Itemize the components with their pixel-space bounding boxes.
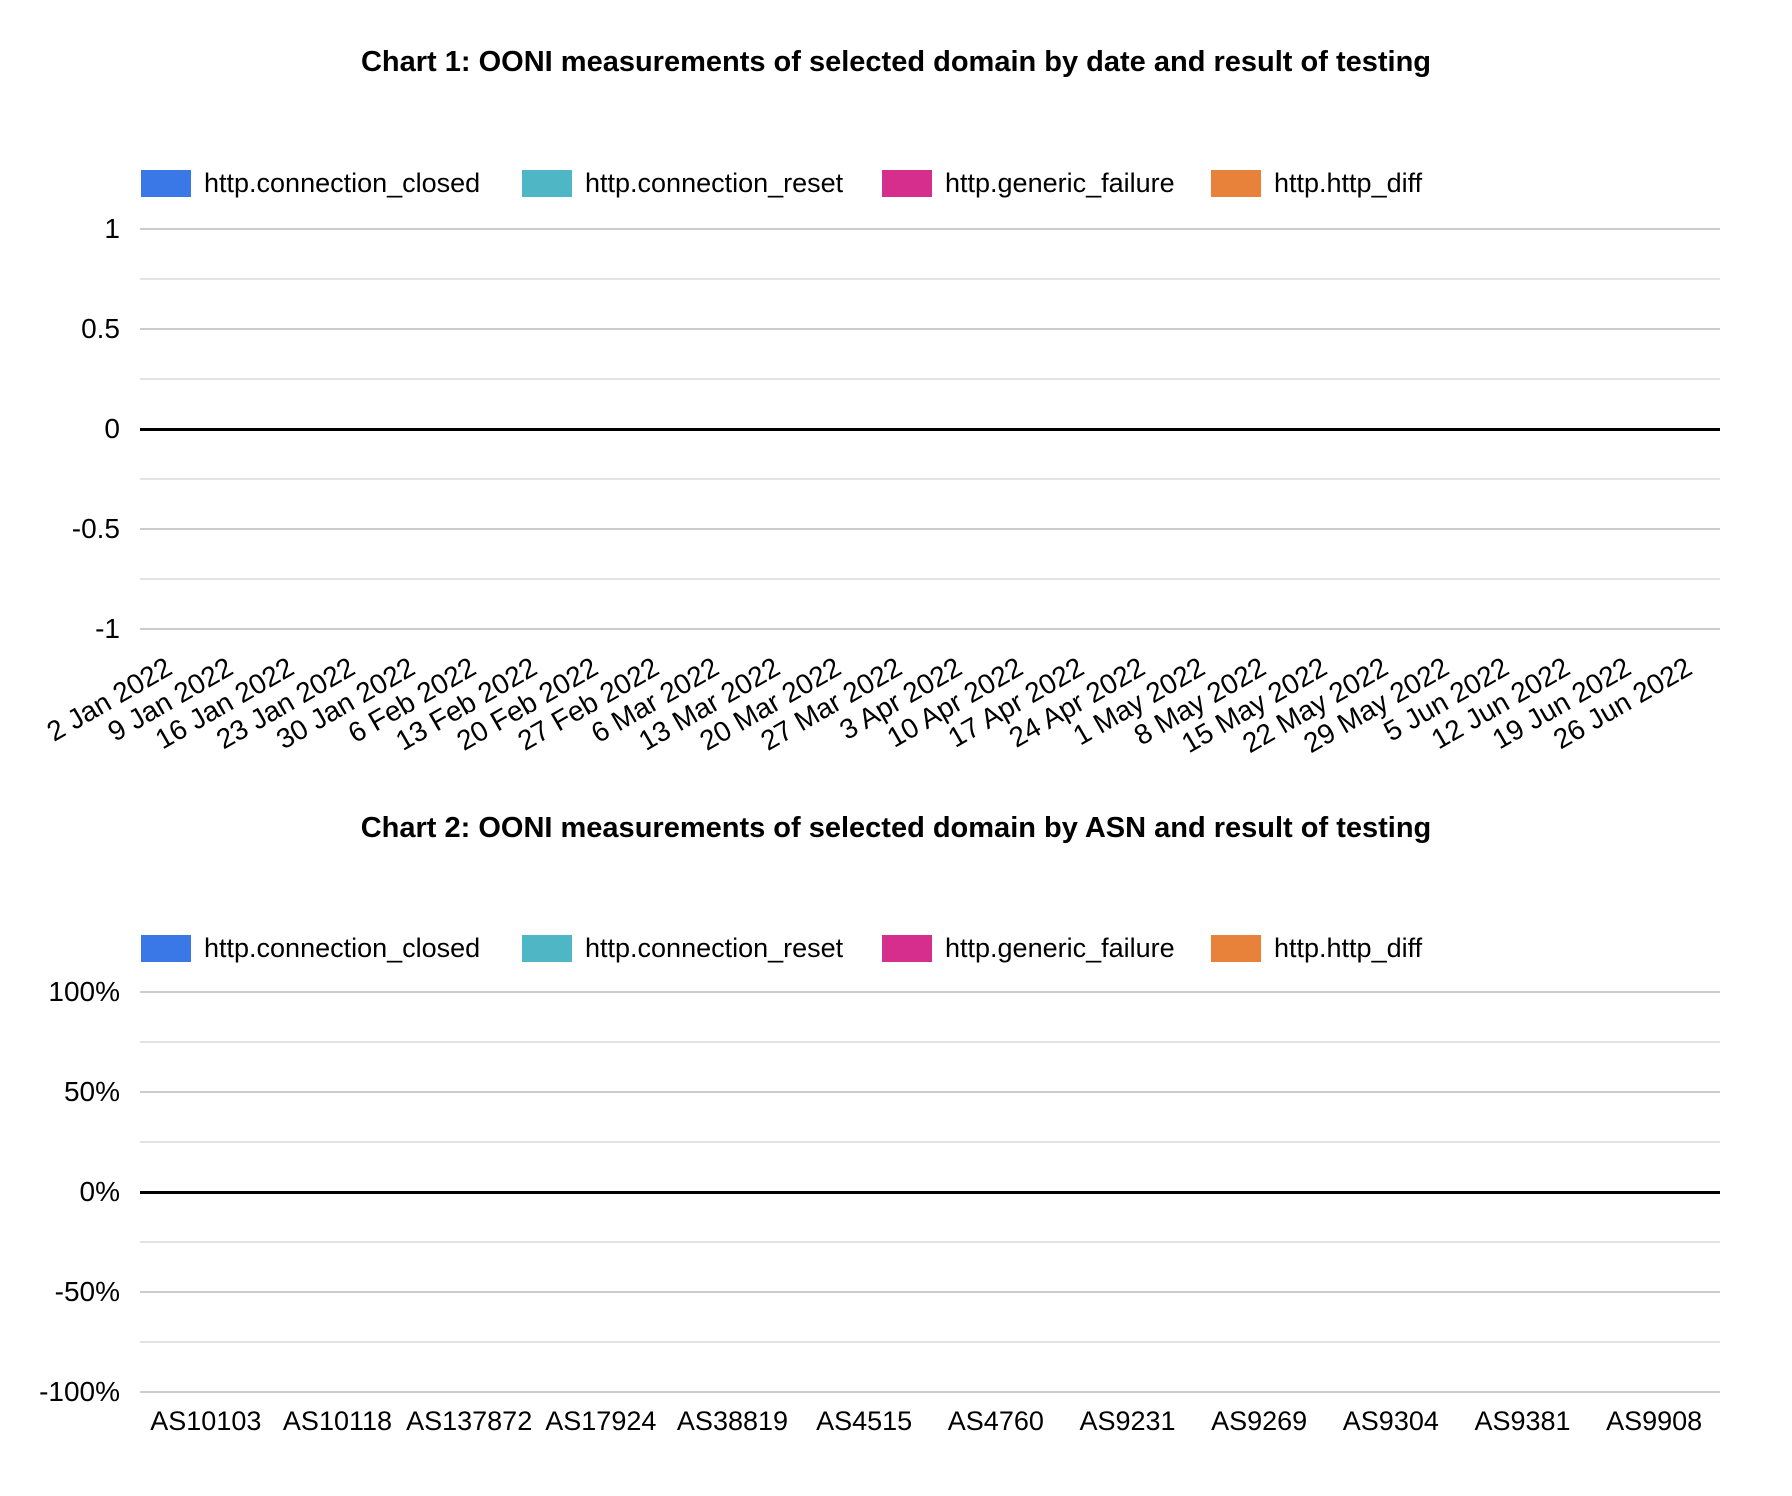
legend-item-http-generic-failure: http.generic_failure xyxy=(882,167,1175,198)
gridline-major xyxy=(140,1391,1720,1393)
x-axis-label: AS9304 xyxy=(1342,1406,1439,1436)
legend-label: http.connection_closed xyxy=(204,932,481,963)
legend-swatch xyxy=(141,934,191,962)
gridline-minor xyxy=(140,378,1720,380)
gridline-minor xyxy=(140,578,1720,580)
legend-swatch xyxy=(522,934,572,962)
x-axis-label: AS4515 xyxy=(816,1406,913,1436)
zero-axis-line xyxy=(140,427,1720,431)
y-axis-label: 0% xyxy=(79,1176,120,1207)
gridline-major xyxy=(140,328,1720,330)
chart-1-title: Chart 1: OONI measurements of selected d… xyxy=(360,46,1431,78)
legend-item-http-http-diff: http.http_diff xyxy=(1211,167,1423,198)
gridline-major xyxy=(140,528,1720,530)
x-axis-label: AS9269 xyxy=(1211,1406,1308,1436)
legend-item-http-http-diff: http.http_diff xyxy=(1211,932,1423,963)
y-axis-label: 1 xyxy=(104,213,120,244)
legend-label: http.http_diff xyxy=(1274,932,1423,963)
gridline-major xyxy=(140,628,1720,630)
zero-axis-line xyxy=(140,1190,1720,1194)
legend-label: http.generic_failure xyxy=(945,932,1175,963)
legend-item-http-connection-closed: http.connection_closed xyxy=(141,167,481,198)
legend-item-http-connection-reset: http.connection_reset xyxy=(522,932,844,963)
legend-label: http.connection_closed xyxy=(204,167,481,198)
x-axis-label: AS137872 xyxy=(406,1406,533,1436)
gridline-major xyxy=(140,1091,1720,1093)
x-axis-label: AS10103 xyxy=(150,1406,262,1436)
y-axis-label: 0 xyxy=(104,413,120,444)
legend-item-http-generic-failure: http.generic_failure xyxy=(882,932,1175,963)
x-axis-label: AS10118 xyxy=(282,1406,393,1436)
y-axis-label: -0.5 xyxy=(71,513,120,544)
y-axis-label: 0.5 xyxy=(81,313,120,344)
legend-swatch xyxy=(882,169,932,197)
x-axis-label: AS17924 xyxy=(545,1406,657,1436)
x-axis-label: AS9381 xyxy=(1474,1406,1571,1436)
x-axis-label: AS38819 xyxy=(676,1406,789,1436)
legend-item-http-connection-closed: http.connection_closed xyxy=(141,932,481,963)
legend-label: http.connection_reset xyxy=(585,167,844,198)
legend-swatch xyxy=(882,934,932,962)
legend-label: http.http_diff xyxy=(1274,167,1423,198)
chart-2-title: Chart 2: OONI measurements of selected d… xyxy=(360,812,1432,844)
gridline-major xyxy=(140,991,1720,993)
legend-label: http.generic_failure xyxy=(945,167,1175,198)
gridline-minor xyxy=(140,1241,1720,1243)
gridline-minor xyxy=(140,1141,1720,1143)
legend-item-http-connection-reset: http.connection_reset xyxy=(522,167,844,198)
gridline-minor xyxy=(140,478,1720,480)
legend-swatch xyxy=(1211,934,1261,962)
y-axis-label: 50% xyxy=(63,1076,120,1107)
gridline-minor xyxy=(140,1041,1720,1043)
legend-label: http.connection_reset xyxy=(585,932,844,963)
x-axis-label: AS4760 xyxy=(947,1406,1044,1436)
gridline-minor xyxy=(140,278,1720,280)
x-axis-label: AS9908 xyxy=(1606,1406,1703,1436)
y-axis-label: -100% xyxy=(39,1376,120,1407)
legend-swatch xyxy=(1211,169,1261,197)
y-axis-label: -1 xyxy=(95,613,120,644)
x-axis-label: AS9231 xyxy=(1079,1406,1176,1436)
gridline-major xyxy=(140,1291,1720,1293)
y-axis-label: 100% xyxy=(48,976,120,1007)
legend-swatch xyxy=(522,169,572,197)
legend-swatch xyxy=(141,169,191,197)
gridline-major xyxy=(140,228,1720,230)
gridline-minor xyxy=(140,1341,1720,1343)
y-axis-label: -50% xyxy=(54,1276,120,1307)
